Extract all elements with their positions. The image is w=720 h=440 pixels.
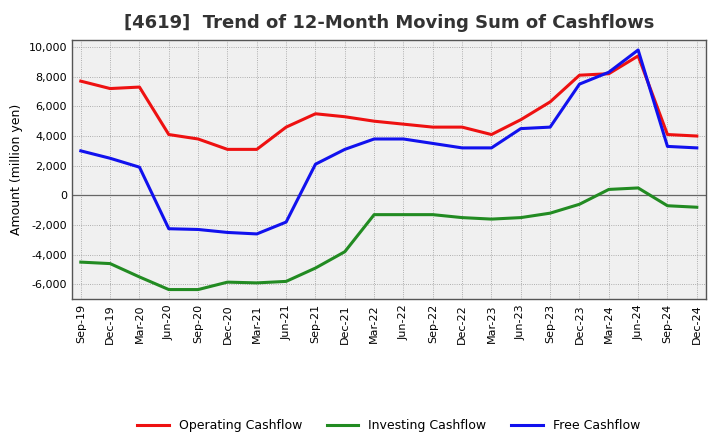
Free Cashflow bbox=[605, 70, 613, 75]
Operating Cashflow bbox=[311, 111, 320, 117]
Operating Cashflow bbox=[135, 84, 144, 90]
Operating Cashflow bbox=[487, 132, 496, 137]
Free Cashflow bbox=[282, 220, 290, 225]
Line: Operating Cashflow: Operating Cashflow bbox=[81, 56, 697, 149]
Operating Cashflow bbox=[76, 78, 85, 84]
Operating Cashflow bbox=[634, 53, 642, 59]
Free Cashflow bbox=[194, 227, 202, 232]
Operating Cashflow bbox=[516, 117, 525, 122]
Investing Cashflow bbox=[370, 212, 379, 217]
Operating Cashflow bbox=[164, 132, 173, 137]
Free Cashflow bbox=[516, 126, 525, 131]
Operating Cashflow bbox=[223, 147, 232, 152]
Free Cashflow bbox=[223, 230, 232, 235]
Investing Cashflow bbox=[341, 249, 349, 254]
Investing Cashflow bbox=[223, 279, 232, 285]
Operating Cashflow bbox=[106, 86, 114, 91]
Free Cashflow bbox=[458, 145, 467, 150]
Operating Cashflow bbox=[282, 125, 290, 130]
Free Cashflow bbox=[428, 141, 437, 146]
Free Cashflow bbox=[76, 148, 85, 154]
Investing Cashflow bbox=[663, 203, 672, 209]
Investing Cashflow bbox=[282, 279, 290, 284]
Free Cashflow bbox=[106, 156, 114, 161]
Free Cashflow bbox=[487, 145, 496, 150]
Investing Cashflow bbox=[399, 212, 408, 217]
Investing Cashflow bbox=[428, 212, 437, 217]
Investing Cashflow bbox=[135, 274, 144, 279]
Free Cashflow bbox=[663, 144, 672, 149]
Free Cashflow bbox=[370, 136, 379, 142]
Investing Cashflow bbox=[106, 261, 114, 266]
Investing Cashflow bbox=[487, 216, 496, 222]
Investing Cashflow bbox=[516, 215, 525, 220]
Free Cashflow bbox=[575, 81, 584, 87]
Investing Cashflow bbox=[605, 187, 613, 192]
Free Cashflow bbox=[634, 48, 642, 53]
Investing Cashflow bbox=[575, 202, 584, 207]
Operating Cashflow bbox=[458, 125, 467, 130]
Investing Cashflow bbox=[164, 287, 173, 292]
Free Cashflow bbox=[693, 145, 701, 150]
Operating Cashflow bbox=[605, 71, 613, 77]
Investing Cashflow bbox=[311, 265, 320, 271]
Investing Cashflow bbox=[458, 215, 467, 220]
Operating Cashflow bbox=[341, 114, 349, 119]
Operating Cashflow bbox=[428, 125, 437, 130]
Free Cashflow bbox=[546, 125, 554, 130]
Operating Cashflow bbox=[663, 132, 672, 137]
Investing Cashflow bbox=[634, 185, 642, 191]
Operating Cashflow bbox=[575, 73, 584, 78]
Free Cashflow bbox=[341, 147, 349, 152]
Free Cashflow bbox=[164, 226, 173, 231]
Investing Cashflow bbox=[194, 287, 202, 292]
Legend: Operating Cashflow, Investing Cashflow, Free Cashflow: Operating Cashflow, Investing Cashflow, … bbox=[132, 414, 645, 437]
Operating Cashflow bbox=[399, 121, 408, 127]
Operating Cashflow bbox=[253, 147, 261, 152]
Operating Cashflow bbox=[194, 136, 202, 142]
Operating Cashflow bbox=[693, 133, 701, 139]
Free Cashflow bbox=[135, 165, 144, 170]
Line: Investing Cashflow: Investing Cashflow bbox=[81, 188, 697, 290]
Operating Cashflow bbox=[370, 118, 379, 124]
Investing Cashflow bbox=[76, 260, 85, 265]
Free Cashflow bbox=[253, 231, 261, 237]
Title: [4619]  Trend of 12-Month Moving Sum of Cashflows: [4619] Trend of 12-Month Moving Sum of C… bbox=[124, 15, 654, 33]
Y-axis label: Amount (million yen): Amount (million yen) bbox=[10, 104, 23, 235]
Investing Cashflow bbox=[693, 205, 701, 210]
Investing Cashflow bbox=[253, 280, 261, 286]
Operating Cashflow bbox=[546, 99, 554, 105]
Free Cashflow bbox=[399, 136, 408, 142]
Free Cashflow bbox=[311, 161, 320, 167]
Line: Free Cashflow: Free Cashflow bbox=[81, 50, 697, 234]
Investing Cashflow bbox=[546, 210, 554, 216]
